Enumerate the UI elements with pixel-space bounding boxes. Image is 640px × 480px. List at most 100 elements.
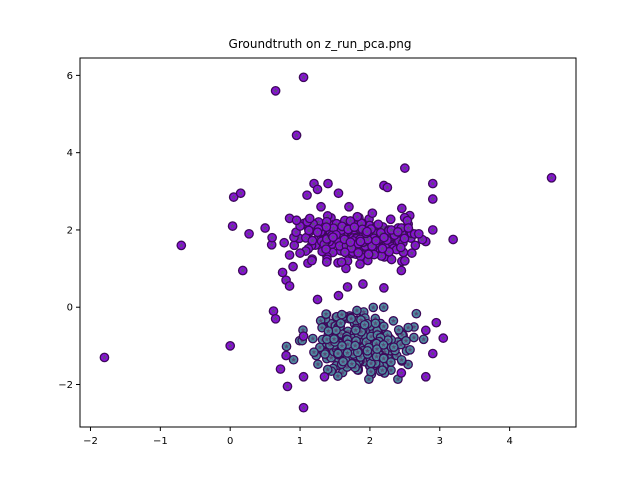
data-point [291, 130, 302, 141]
data-point-lower [309, 347, 319, 358]
data-point-upper [355, 259, 365, 269]
data-point [333, 188, 344, 199]
data-point [282, 381, 293, 392]
data-point [427, 194, 438, 204]
data-point-upper [307, 235, 318, 246]
data-point-lower [338, 356, 348, 367]
data-point [312, 294, 323, 305]
data-point-lower [409, 332, 419, 343]
data-point [358, 279, 368, 289]
x-tick-label: 2 [367, 436, 373, 447]
data-point-upper [367, 208, 378, 219]
data-point-upper [448, 234, 458, 245]
data-point [267, 232, 277, 243]
data-point [319, 371, 330, 382]
data-point-upper [379, 232, 389, 243]
data-point [393, 227, 403, 237]
data-point-lower [405, 344, 415, 355]
data-point-lower [388, 316, 399, 326]
data-point [291, 215, 302, 226]
data-point [298, 402, 309, 413]
data-point [298, 331, 309, 342]
data-point-upper [304, 225, 314, 236]
data-point [420, 325, 431, 336]
data-point-upper [307, 255, 317, 266]
data-point-lower [366, 331, 376, 342]
data-point-lower [322, 334, 332, 345]
plot-frame [79, 57, 577, 428]
x-tick-label: 3 [437, 436, 443, 447]
x-tick-label: 1 [297, 436, 303, 447]
data-point [323, 178, 333, 189]
data-point-lower [411, 308, 422, 319]
x-tick-label: −1 [153, 436, 168, 447]
x-tick-label: 4 [506, 436, 512, 447]
data-point [277, 267, 288, 278]
data-point-lower [350, 340, 361, 351]
data-point-lower [323, 326, 334, 336]
data-point-upper [289, 240, 300, 251]
data-point [399, 256, 410, 266]
data-point-upper [373, 219, 384, 230]
data-point [420, 371, 431, 382]
data-point-lower [377, 365, 388, 376]
data-point [406, 248, 417, 258]
data-point-lower [396, 354, 407, 365]
data-point-lower [366, 366, 376, 377]
data-point-lower [337, 340, 347, 351]
data-point-lower [393, 324, 404, 335]
data-point-lower [350, 325, 361, 335]
y-tick-label: 0 [67, 303, 73, 314]
data-point-upper [279, 237, 290, 248]
data-point-upper [321, 244, 331, 255]
data-point-lower [336, 309, 347, 320]
data-point-lower [378, 340, 389, 350]
data-point [270, 313, 281, 324]
data-point-lower [370, 318, 381, 329]
data-point-lower [333, 348, 343, 359]
data-point-lower [307, 333, 318, 344]
x-axis: −2 −1 0 1 2 3 4 [83, 427, 513, 447]
data-point [295, 248, 305, 258]
data-point-lower [320, 349, 330, 359]
data-point [298, 72, 309, 83]
data-point-lower [346, 313, 356, 324]
data-point-lower [321, 309, 331, 319]
data-point-upper [328, 232, 338, 243]
data-point-lower [378, 321, 389, 332]
data-point-upper [396, 203, 407, 214]
data-point-upper [340, 247, 350, 258]
data-point-lower [352, 305, 362, 316]
data-point-lower [372, 344, 382, 354]
data-point [312, 184, 323, 195]
data-point [235, 188, 246, 199]
data-point [379, 283, 389, 293]
data-point [399, 163, 410, 173]
data-point [344, 201, 354, 212]
data-point [225, 341, 236, 351]
data-point-upper [385, 214, 396, 225]
data-point [427, 225, 438, 235]
data-point-upper [363, 249, 374, 260]
y-axis: −2 0 2 4 6 [58, 71, 80, 391]
data-point [431, 317, 442, 328]
data-point-lower [418, 334, 429, 345]
data-point [270, 85, 281, 96]
data-point-upper [377, 243, 388, 254]
data-point [281, 350, 291, 361]
y-tick-label: 4 [67, 148, 73, 159]
data-point [403, 223, 414, 233]
data-point [260, 223, 270, 233]
data-point-upper [395, 242, 406, 253]
data-point-upper [345, 237, 356, 248]
data-point [284, 250, 295, 260]
data-point [284, 281, 295, 291]
data-point-upper [349, 222, 360, 232]
data-point-lower [401, 335, 411, 346]
data-point [333, 290, 344, 301]
data-point [382, 182, 393, 193]
data-point [237, 265, 248, 276]
data-point [176, 240, 187, 251]
data-point-upper [321, 222, 332, 232]
